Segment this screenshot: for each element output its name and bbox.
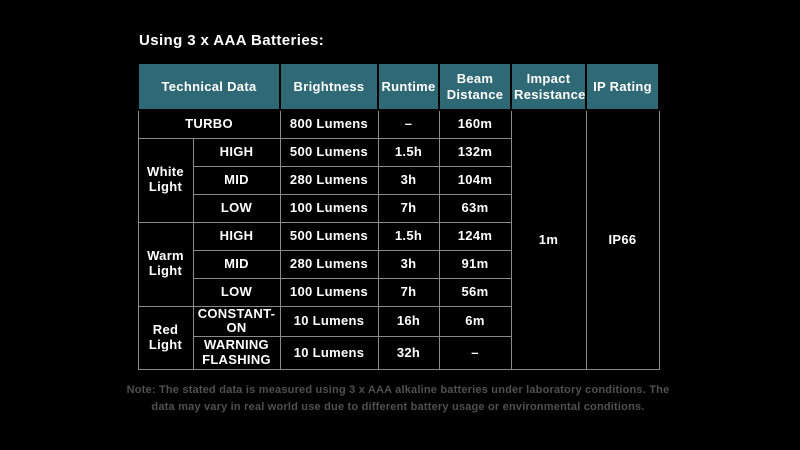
beam-distance-cell: 56m <box>438 277 512 307</box>
beam-distance-cell: 104m <box>438 165 512 195</box>
group-cell-warm-light: Warm Light <box>137 221 194 307</box>
header-cell-brightness: Brightness <box>279 62 379 111</box>
mode-cell: TURBO <box>137 109 281 139</box>
group-cell-white-light: White Light <box>137 137 194 223</box>
header-cell-technical-data: Technical Data <box>137 62 281 111</box>
table-row-white-low: LOW 100 Lumens 7h 63m <box>138 193 659 223</box>
runtime-cell: 1.5h <box>377 137 440 167</box>
beam-distance-cell: 91m <box>438 249 512 279</box>
brightness-cell: 280 Lumens <box>279 165 379 195</box>
spec-table: Technical Data Brightness Runtime Beam D… <box>137 62 660 371</box>
ip-rating-cell: IP66 <box>585 109 660 371</box>
mode-cell: HIGH <box>192 221 281 251</box>
brightness-cell: 500 Lumens <box>279 137 379 167</box>
mode-cell: HIGH <box>192 137 281 167</box>
mode-cell: LOW <box>192 193 281 223</box>
mode-cell: CONSTANT-ON <box>192 305 281 338</box>
header-cell-runtime: Runtime <box>377 62 440 111</box>
runtime-cell: 7h <box>377 193 440 223</box>
beam-distance-cell: – <box>438 336 512 371</box>
brightness-cell: 10 Lumens <box>279 305 379 338</box>
runtime-cell: 16h <box>377 305 440 338</box>
table-row-white-high: White Light HIGH 500 Lumens 1.5h 132m <box>137 137 659 223</box>
table-row-warm-low: LOW 100 Lumens 7h 56m <box>138 277 659 307</box>
footnote: Note: The stated data is measured using … <box>126 384 670 414</box>
brightness-cell: 10 Lumens <box>279 336 379 371</box>
runtime-cell: 3h <box>377 165 440 195</box>
header-cell-impact-resistance: Impact Resistance <box>510 62 587 111</box>
group-cell-red-light: Red Light <box>137 305 194 371</box>
mode-cell: MID <box>192 249 281 279</box>
table-row-red-flashing: WARNING FLASHING 10 Lumens 32h – <box>138 336 659 371</box>
brightness-cell: 100 Lumens <box>279 277 379 307</box>
brightness-cell: 800 Lumens <box>279 109 379 139</box>
brightness-cell: 500 Lumens <box>279 221 379 251</box>
mode-cell: LOW <box>192 277 281 307</box>
table-row-warm-mid: MID 280 Lumens 3h 91m <box>138 249 659 279</box>
runtime-cell: 7h <box>377 277 440 307</box>
header-row: Technical Data Brightness Runtime Beam D… <box>137 62 660 111</box>
header-cell-ip-rating: IP Rating <box>585 62 660 111</box>
table-row-warm-high: Warm Light HIGH 500 Lumens 1.5h 124m <box>137 221 659 307</box>
runtime-cell: 1.5h <box>377 221 440 251</box>
runtime-cell: 32h <box>377 336 440 371</box>
mode-cell: MID <box>192 165 281 195</box>
impact-resistance-cell: 1m <box>510 109 587 371</box>
beam-distance-cell: 124m <box>438 221 512 251</box>
page-title: Using 3 x AAA Batteries: <box>139 32 325 49</box>
brightness-cell: 280 Lumens <box>279 249 379 279</box>
mode-cell: WARNING FLASHING <box>192 336 281 371</box>
header-cell-beam-distance: Beam Distance <box>438 62 512 111</box>
table-row-red-constant: Red Light CONSTANT-ON 10 Lumens 16h 6m <box>137 305 659 371</box>
beam-distance-cell: 132m <box>438 137 512 167</box>
runtime-cell: – <box>377 109 440 139</box>
beam-distance-cell: 63m <box>438 193 512 223</box>
beam-distance-cell: 6m <box>438 305 512 338</box>
brightness-cell: 100 Lumens <box>279 193 379 223</box>
beam-distance-cell: 160m <box>438 109 512 139</box>
runtime-cell: 3h <box>377 249 440 279</box>
table-row-turbo: TURBO 800 Lumens – 160m 1m IP66 <box>137 109 660 371</box>
